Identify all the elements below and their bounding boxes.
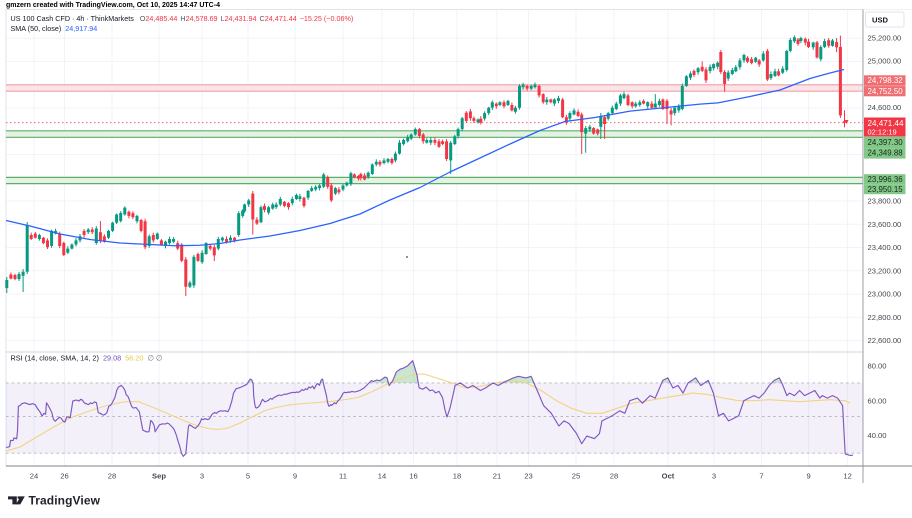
svg-text:18: 18 [453, 472, 461, 481]
svg-text:26: 26 [60, 472, 68, 481]
svg-text:28: 28 [108, 472, 116, 481]
svg-text:02:12:19: 02:12:19 [868, 127, 897, 136]
svg-text:12: 12 [843, 472, 851, 481]
svg-text:24,752.50: 24,752.50 [868, 87, 904, 96]
svg-text:23,600.00: 23,600.00 [868, 220, 902, 229]
svg-text:25,200.00: 25,200.00 [868, 34, 902, 43]
svg-text:22,600.00: 22,600.00 [868, 336, 902, 345]
svg-text:SMA (50, close) 24,917.94: SMA (50, close) 24,917.94 [11, 24, 98, 33]
svg-text:RSI (14, close, SMA, 14, 2) 29: RSI (14, close, SMA, 14, 2) 29.0856.20∅ … [11, 353, 163, 362]
svg-text:Oct: Oct [662, 472, 675, 481]
svg-text:22,800.00: 22,800.00 [868, 313, 902, 322]
svg-text:14: 14 [378, 472, 386, 481]
svg-text:5: 5 [246, 472, 250, 481]
svg-text:Sep: Sep [152, 472, 166, 481]
svg-text:24,397.30: 24,397.30 [868, 138, 904, 147]
svg-text:US 100 Cash CFD · 4h · ThinkMa: US 100 Cash CFD · 4h · ThinkMarketsO24,4… [11, 14, 354, 23]
svg-text:23: 23 [524, 472, 532, 481]
svg-text:25: 25 [572, 472, 580, 481]
svg-text:3: 3 [200, 472, 204, 481]
svg-text:28: 28 [610, 472, 618, 481]
svg-text:60.00: 60.00 [868, 396, 887, 405]
svg-text:USD: USD [872, 16, 889, 25]
svg-text:16: 16 [409, 472, 417, 481]
svg-text:23,000.00: 23,000.00 [868, 290, 902, 299]
svg-text:24,349.88: 24,349.88 [868, 149, 904, 158]
svg-text:9: 9 [293, 472, 297, 481]
svg-text:21: 21 [493, 472, 501, 481]
svg-text:40.00: 40.00 [868, 431, 887, 440]
svg-text:3: 3 [712, 472, 716, 481]
svg-text:11: 11 [339, 472, 347, 481]
svg-text:24,798.32: 24,798.32 [868, 76, 903, 85]
svg-text:23,950.15: 23,950.15 [868, 185, 904, 194]
svg-text:gmzern created with TradingVie: gmzern created with TradingView.com, Oct… [6, 2, 220, 9]
svg-text:7: 7 [759, 472, 763, 481]
svg-text:23,200.00: 23,200.00 [868, 266, 902, 275]
svg-text:25,000.00: 25,000.00 [868, 57, 902, 66]
svg-text:23,400.00: 23,400.00 [868, 243, 902, 252]
svg-text:TradingView: TradingView [29, 494, 101, 508]
svg-text:80.00: 80.00 [868, 361, 887, 370]
svg-text:24: 24 [30, 472, 38, 481]
svg-text:23,996.36: 23,996.36 [868, 175, 904, 184]
svg-text:9: 9 [806, 472, 810, 481]
svg-text:23,800.00: 23,800.00 [868, 197, 902, 206]
svg-text:24,600.00: 24,600.00 [868, 103, 902, 112]
